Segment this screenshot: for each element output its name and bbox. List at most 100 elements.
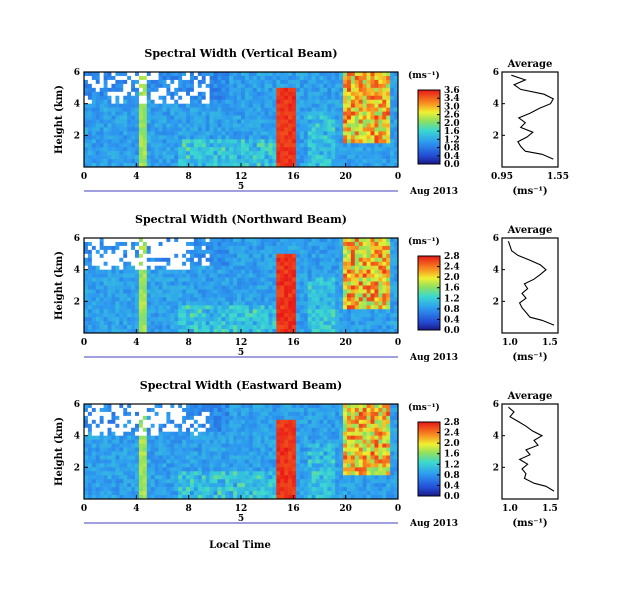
heatmap-cell (131, 309, 135, 313)
heatmap-cell (221, 408, 225, 412)
heatmap-cell (351, 159, 355, 163)
heatmap-cell (135, 313, 139, 317)
heatmap-cell (359, 88, 363, 92)
heatmap-cell (229, 76, 233, 80)
heatmap-cell (335, 286, 339, 290)
heatmap-cell (229, 120, 233, 124)
heatmap-cell (119, 270, 123, 274)
heatmap-cell (174, 254, 178, 258)
heatmap-cell (186, 321, 190, 325)
heatmap-cell (225, 416, 229, 420)
heatmap-cell (386, 258, 390, 262)
heatmap-cell (304, 147, 308, 151)
heatmap-cell (308, 246, 312, 250)
heatmap-cell (378, 250, 382, 254)
heatmap-cell (210, 151, 214, 155)
heatmap-cell (371, 266, 375, 270)
heatmap-cell (237, 313, 241, 317)
heatmap-cell (92, 246, 96, 250)
heatmap-cell (206, 301, 210, 305)
heatmap-cell (108, 297, 112, 301)
heatmap-cell (257, 242, 261, 246)
heatmap-cell (304, 120, 308, 124)
heatmap-cell (272, 88, 276, 92)
heatmap-cell (151, 238, 155, 242)
heatmap-cell (367, 301, 371, 305)
heatmap-cell (182, 432, 186, 436)
heatmap-cell (159, 116, 163, 120)
heatmap-cell (84, 76, 88, 80)
heatmap-cell (339, 258, 343, 262)
heatmap-cell (359, 147, 363, 151)
x-tick-label: 12 (235, 338, 248, 348)
heatmap-cell (214, 120, 218, 124)
heatmap-cell (139, 258, 143, 262)
heatmap-cell (206, 432, 210, 436)
heatmap-cell (155, 270, 159, 274)
heatmap-cell (272, 96, 276, 100)
heatmap-cell (371, 88, 375, 92)
heatmap-cell (100, 313, 104, 317)
heatmap-cell (178, 250, 182, 254)
heatmap-cell (182, 297, 186, 301)
heatmap-cell (367, 72, 371, 76)
heatmap-cell (268, 76, 272, 80)
heatmap-cell (390, 123, 394, 127)
heatmap-cell (96, 408, 100, 412)
heatmap-cell (229, 309, 233, 313)
heatmap-cell (276, 76, 280, 80)
heatmap-cell (88, 404, 92, 408)
heatmap-cell (390, 297, 394, 301)
heatmap-cell (88, 325, 92, 329)
heatmap-cell (347, 238, 351, 242)
heatmap-cell (253, 305, 257, 309)
heatmap-cell (225, 286, 229, 290)
heatmap-cell (312, 274, 316, 278)
heatmap-cell (217, 479, 221, 483)
heatmap-cell (359, 266, 363, 270)
heatmap-cell (339, 100, 343, 104)
heatmap-cell (304, 250, 308, 254)
heatmap-cell (284, 266, 288, 270)
heatmap-cell (343, 313, 347, 317)
heatmap-cell (210, 72, 214, 76)
heatmap-cell (214, 487, 218, 491)
heatmap-cell (217, 416, 221, 420)
heatmap-cell (147, 108, 151, 112)
heatmap-cell (371, 155, 375, 159)
heatmap-cell (115, 317, 119, 321)
heatmap-cell (292, 305, 296, 309)
heatmap-cell (331, 289, 335, 293)
heatmap-cell (221, 116, 225, 120)
heatmap-cell (119, 100, 123, 104)
heatmap-cell (96, 274, 100, 278)
heatmap-cell (119, 155, 123, 159)
heatmap-cell (155, 108, 159, 112)
heatmap-cell (253, 262, 257, 266)
heatmap-cell (186, 139, 190, 143)
heatmap-cell (163, 293, 167, 297)
heatmap-cell (335, 258, 339, 262)
heatmap-cell (300, 270, 304, 274)
heatmap-cell (327, 143, 331, 147)
heatmap-cell (320, 254, 324, 258)
heatmap-cell (186, 475, 190, 479)
heatmap-cell (206, 325, 210, 329)
heatmap-cell (111, 325, 115, 329)
heatmap-cell (233, 112, 237, 116)
heatmap-cell (217, 108, 221, 112)
heatmap-cell (127, 278, 131, 282)
heatmap-cell (257, 309, 261, 313)
heatmap-cell (312, 135, 316, 139)
heatmap-cell (155, 313, 159, 317)
heatmap-cell (253, 135, 257, 139)
heatmap-cell (320, 100, 324, 104)
heatmap-cell (166, 92, 170, 96)
heatmap-cell (268, 250, 272, 254)
heatmap-cell (115, 159, 119, 163)
heatmap-cell (100, 84, 104, 88)
heatmap-cell (190, 112, 194, 116)
heatmap-cell (143, 459, 147, 463)
heatmap-cell (359, 297, 363, 301)
heatmap-cell (320, 266, 324, 270)
